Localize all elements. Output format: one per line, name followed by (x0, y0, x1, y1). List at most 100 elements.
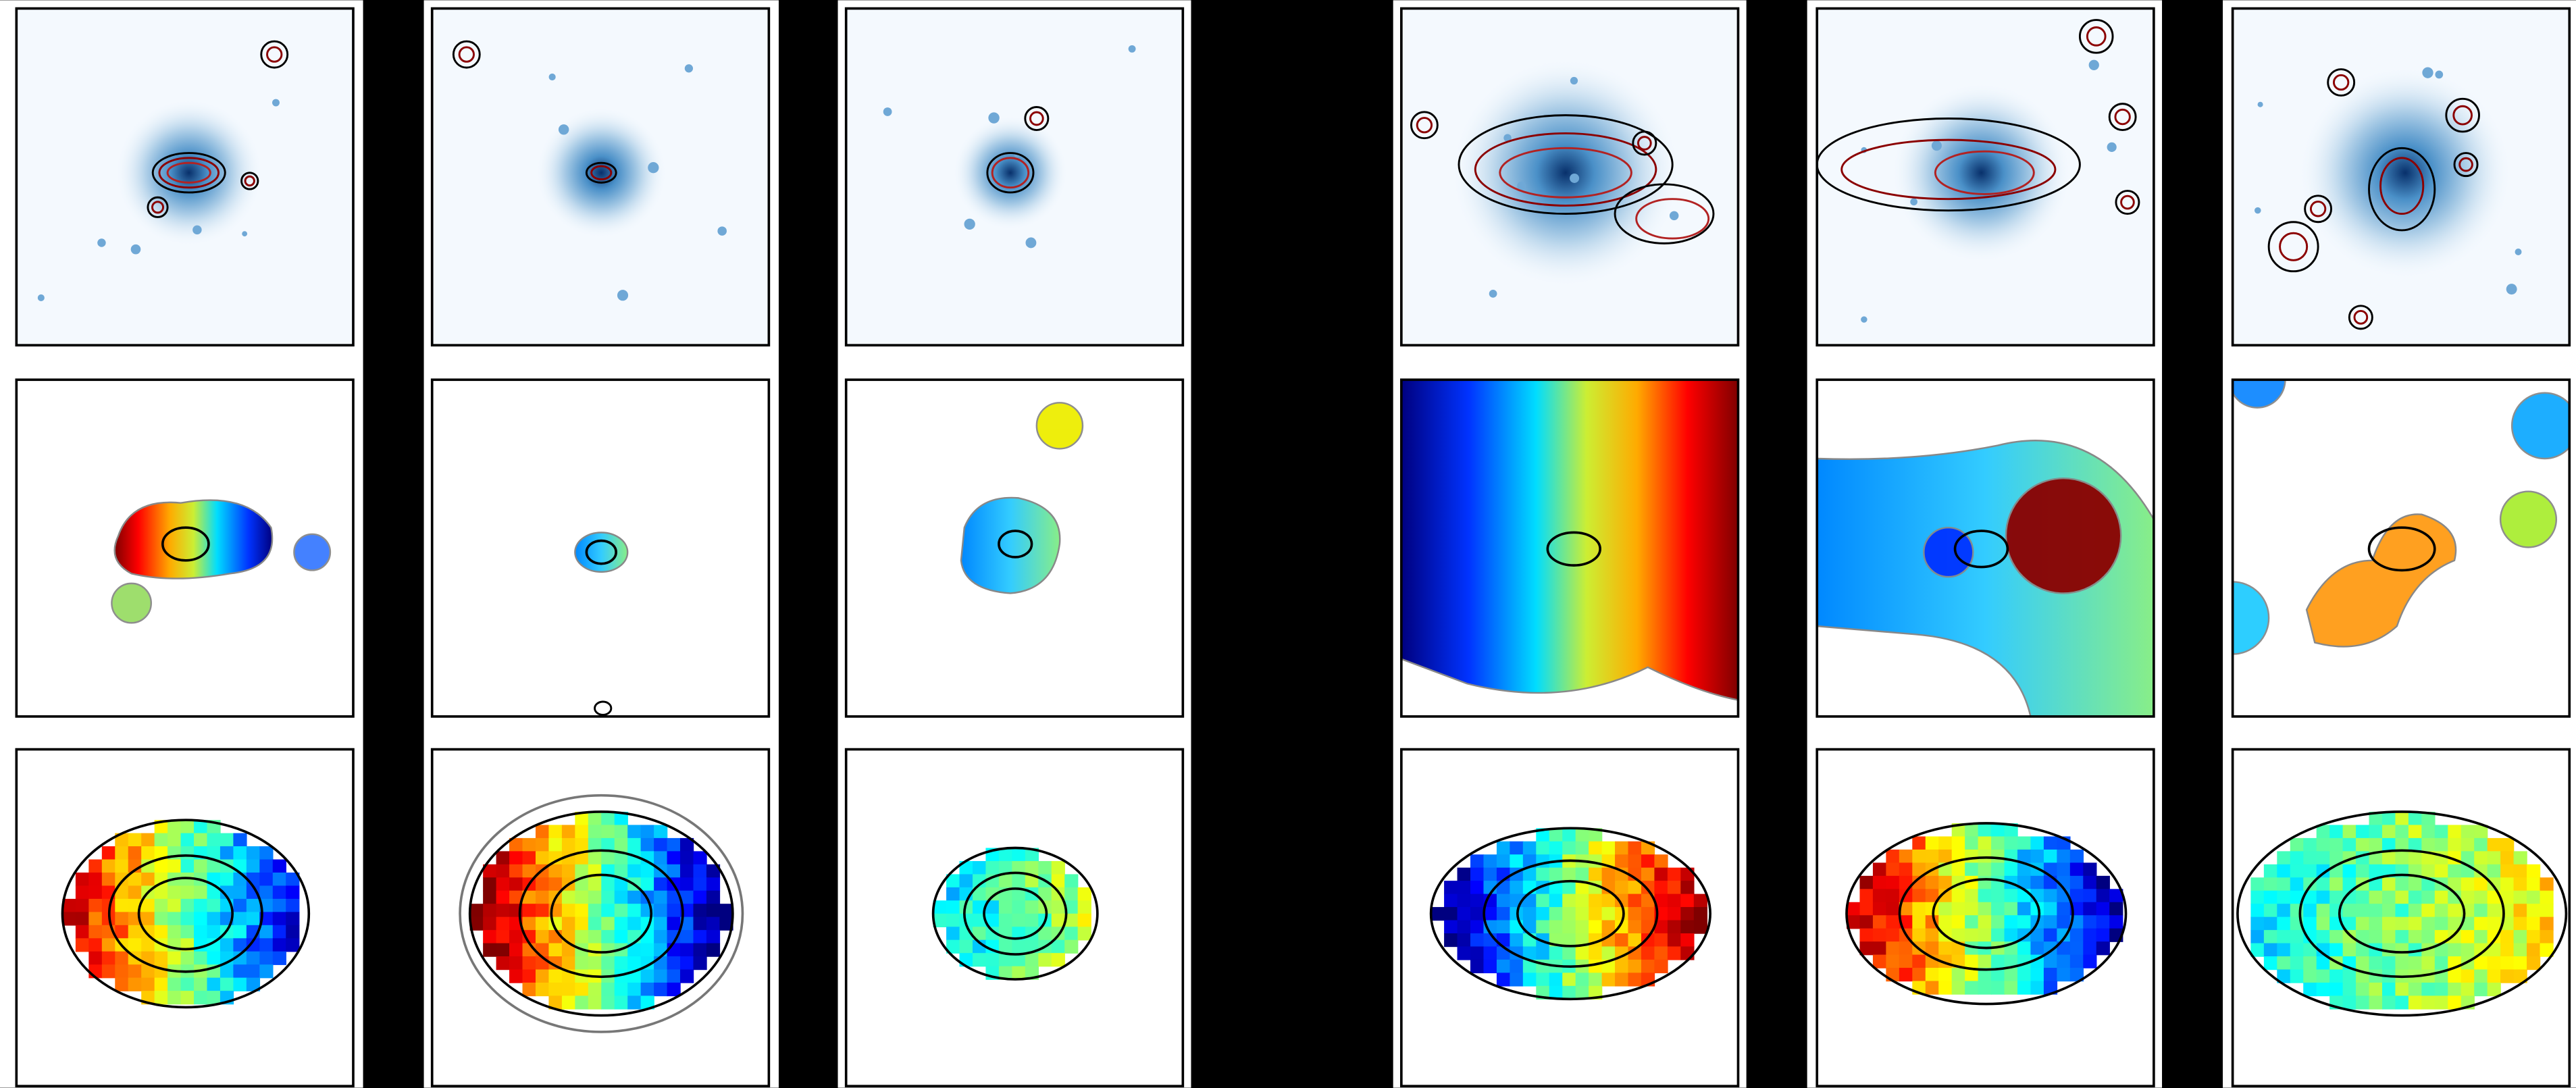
pixel (1470, 946, 1485, 960)
pixel (706, 930, 721, 944)
pixel (180, 925, 195, 939)
pixel (2004, 928, 2018, 942)
pixel (1978, 981, 1992, 995)
pixel (972, 939, 987, 954)
point-source (2506, 284, 2517, 295)
pixel (483, 877, 497, 891)
pixel (2342, 943, 2356, 957)
pixel (946, 887, 960, 902)
velocity-blob (293, 533, 332, 571)
contour (151, 201, 164, 214)
pixel (2527, 877, 2541, 891)
pixel (1991, 889, 2005, 903)
pixel (180, 898, 195, 913)
pixel (1978, 889, 1992, 903)
pixel (88, 938, 103, 952)
pixel (588, 943, 602, 957)
velocity-panel (844, 378, 1185, 718)
pixel (1496, 841, 1511, 855)
contour (1934, 150, 2035, 195)
pixel (2303, 969, 2317, 983)
pixel (2434, 943, 2449, 957)
pixel (2030, 875, 2044, 890)
pixel (2381, 825, 2396, 839)
point-source (242, 231, 248, 237)
pixel (1991, 915, 2005, 929)
pixel (2316, 982, 2330, 997)
contour (1637, 136, 1652, 151)
pixel (1536, 841, 1550, 855)
pixel (2290, 890, 2304, 904)
pixel (1978, 968, 1992, 982)
pixel (588, 982, 602, 997)
source-glow (952, 115, 1068, 230)
pixel (1510, 841, 1524, 855)
pixel (2096, 941, 2110, 956)
pixel (1457, 946, 1471, 960)
pixel (483, 943, 497, 957)
point-source (1128, 45, 1136, 53)
pixel (2083, 928, 2097, 942)
pixel (1938, 889, 1953, 903)
contour (2298, 849, 2505, 979)
panel-frame (1400, 748, 1740, 1088)
pixel (154, 977, 168, 991)
pixel (1038, 887, 1052, 902)
contour (983, 887, 1048, 940)
pixel (1615, 867, 1629, 881)
pixel (246, 938, 261, 952)
pixel (946, 939, 960, 954)
pixel (1628, 893, 1642, 908)
pixel (654, 904, 668, 918)
pixel (88, 951, 103, 965)
pixel (115, 912, 129, 926)
pixel (1978, 902, 1992, 916)
pixel (1925, 875, 1939, 890)
image-panel (844, 7, 1185, 347)
pixel (1562, 881, 1576, 895)
pixel (2277, 890, 2291, 904)
pixel (680, 864, 694, 879)
pixel (985, 913, 1000, 927)
pixel (1012, 939, 1026, 954)
pixel (115, 833, 129, 847)
pixel (2421, 956, 2436, 970)
pixel (706, 904, 721, 918)
pixel (1051, 900, 1065, 914)
pixel (1991, 968, 2005, 982)
pixel (2030, 836, 2044, 850)
pixel (2369, 877, 2383, 891)
pixel (1496, 959, 1511, 974)
pixel (2421, 825, 2436, 839)
pixel (535, 969, 550, 983)
velocity-blob (2232, 380, 2286, 409)
pixel (115, 951, 129, 965)
pixel (1872, 862, 1887, 877)
pixel (2316, 904, 2330, 918)
pixel (2448, 995, 2462, 1010)
pixel (2250, 904, 2265, 918)
pixel (233, 859, 247, 873)
contour (1024, 106, 1050, 131)
contour (2353, 310, 2369, 325)
contour (151, 152, 226, 194)
field (574, 532, 629, 716)
pixel (2461, 837, 2475, 852)
pixel (2043, 928, 2058, 942)
pixel (246, 885, 261, 900)
pixel (1615, 893, 1629, 908)
pixel (2109, 915, 2123, 929)
image-panel (1815, 7, 2155, 347)
pixel (194, 951, 208, 965)
pixel (2540, 943, 2554, 957)
pixel (522, 930, 536, 944)
pixel (1589, 893, 1603, 908)
pixel (2395, 916, 2409, 931)
pixel (2421, 811, 2436, 826)
pixel (2083, 862, 2097, 877)
pixel (2461, 877, 2475, 891)
pixel (2474, 890, 2488, 904)
pixel (207, 898, 221, 913)
pixel (2356, 956, 2370, 970)
pixel (2500, 956, 2515, 970)
